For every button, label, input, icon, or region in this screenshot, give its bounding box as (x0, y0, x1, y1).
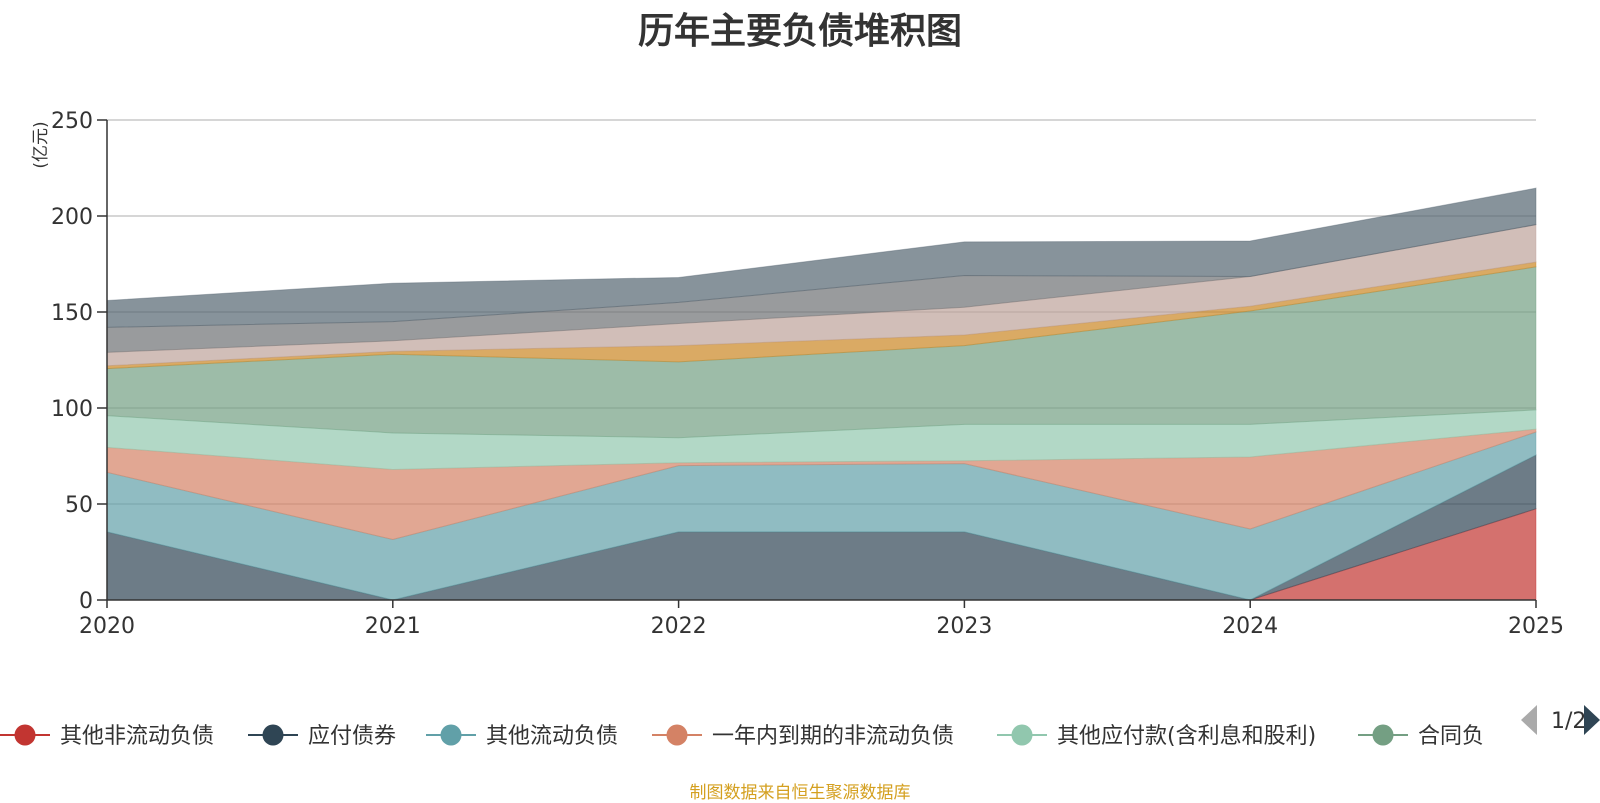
y-tick-label: 200 (51, 205, 93, 230)
chart-title: 历年主要负债堆积图 (637, 11, 962, 52)
legend-label: 其他应付款(含利息和股利) (1057, 724, 1316, 749)
x-tick-label-2021: 2021 (365, 614, 421, 639)
legend-marker-icon (666, 724, 688, 746)
triangle-left-icon[interactable] (1521, 705, 1537, 735)
legend-item-1[interactable]: 其他非流动负债 (0, 724, 214, 749)
area-layer (106, 187, 1537, 601)
legend-pager: 1/2 (1521, 705, 1600, 735)
x-tick-label-2025: 2025 (1508, 614, 1564, 639)
x-tick-label-2024: 2024 (1222, 614, 1278, 639)
legend-marker-icon (1011, 724, 1033, 746)
area-series-10[interactable] (106, 187, 1537, 328)
legend-item-3[interactable]: 其他流动负债 (426, 724, 618, 749)
y-tick-label: 50 (65, 493, 93, 518)
legend-label: 其他非流动负债 (60, 724, 214, 749)
legend-label: 应付债券 (308, 724, 396, 749)
legend-marker-icon (440, 724, 462, 746)
legend-label: 其他流动负债 (486, 724, 618, 749)
legend-label: 合同负债 (1418, 724, 1506, 749)
triangle-right-icon[interactable] (1584, 705, 1600, 735)
y-axis-unit-label: (亿元) (31, 121, 51, 168)
x-tick-label-2022: 2022 (651, 614, 707, 639)
legend-item-2[interactable]: 应付债券 (248, 724, 396, 749)
x-tick-label-2023: 2023 (936, 614, 992, 639)
legend: 其他非流动负债 应付债券 其他流动负债 一年内到期的非流动负债 其他应付款(含利息和股利… (0, 724, 1506, 749)
source-note: 制图数据来自恒生聚源数据库 (689, 783, 911, 803)
y-tick-label: 250 (51, 109, 93, 134)
legend-item-5[interactable]: 其他应付款(含利息和股利) (997, 724, 1316, 749)
y-tick-label: 0 (79, 589, 93, 614)
legend-marker-icon (14, 724, 36, 746)
legend-item-4[interactable]: 一年内到期的非流动负债 (652, 724, 954, 749)
legend-label: 一年内到期的非流动负债 (712, 724, 954, 749)
y-tick-label: 150 (51, 301, 93, 326)
legend-item-6[interactable]: 合同负债 (1358, 724, 1506, 749)
y-tick-label: 100 (51, 397, 93, 422)
axis-layer: (亿元) 0 50 100 150 200 250 2020 2021 2022 2023 2024… (31, 109, 1564, 639)
legend-marker-icon (262, 724, 284, 746)
legend-marker-icon (1372, 724, 1394, 746)
x-tick-label-2020: 2020 (79, 614, 135, 639)
legend-page-indicator: 1/2 (1551, 709, 1586, 734)
